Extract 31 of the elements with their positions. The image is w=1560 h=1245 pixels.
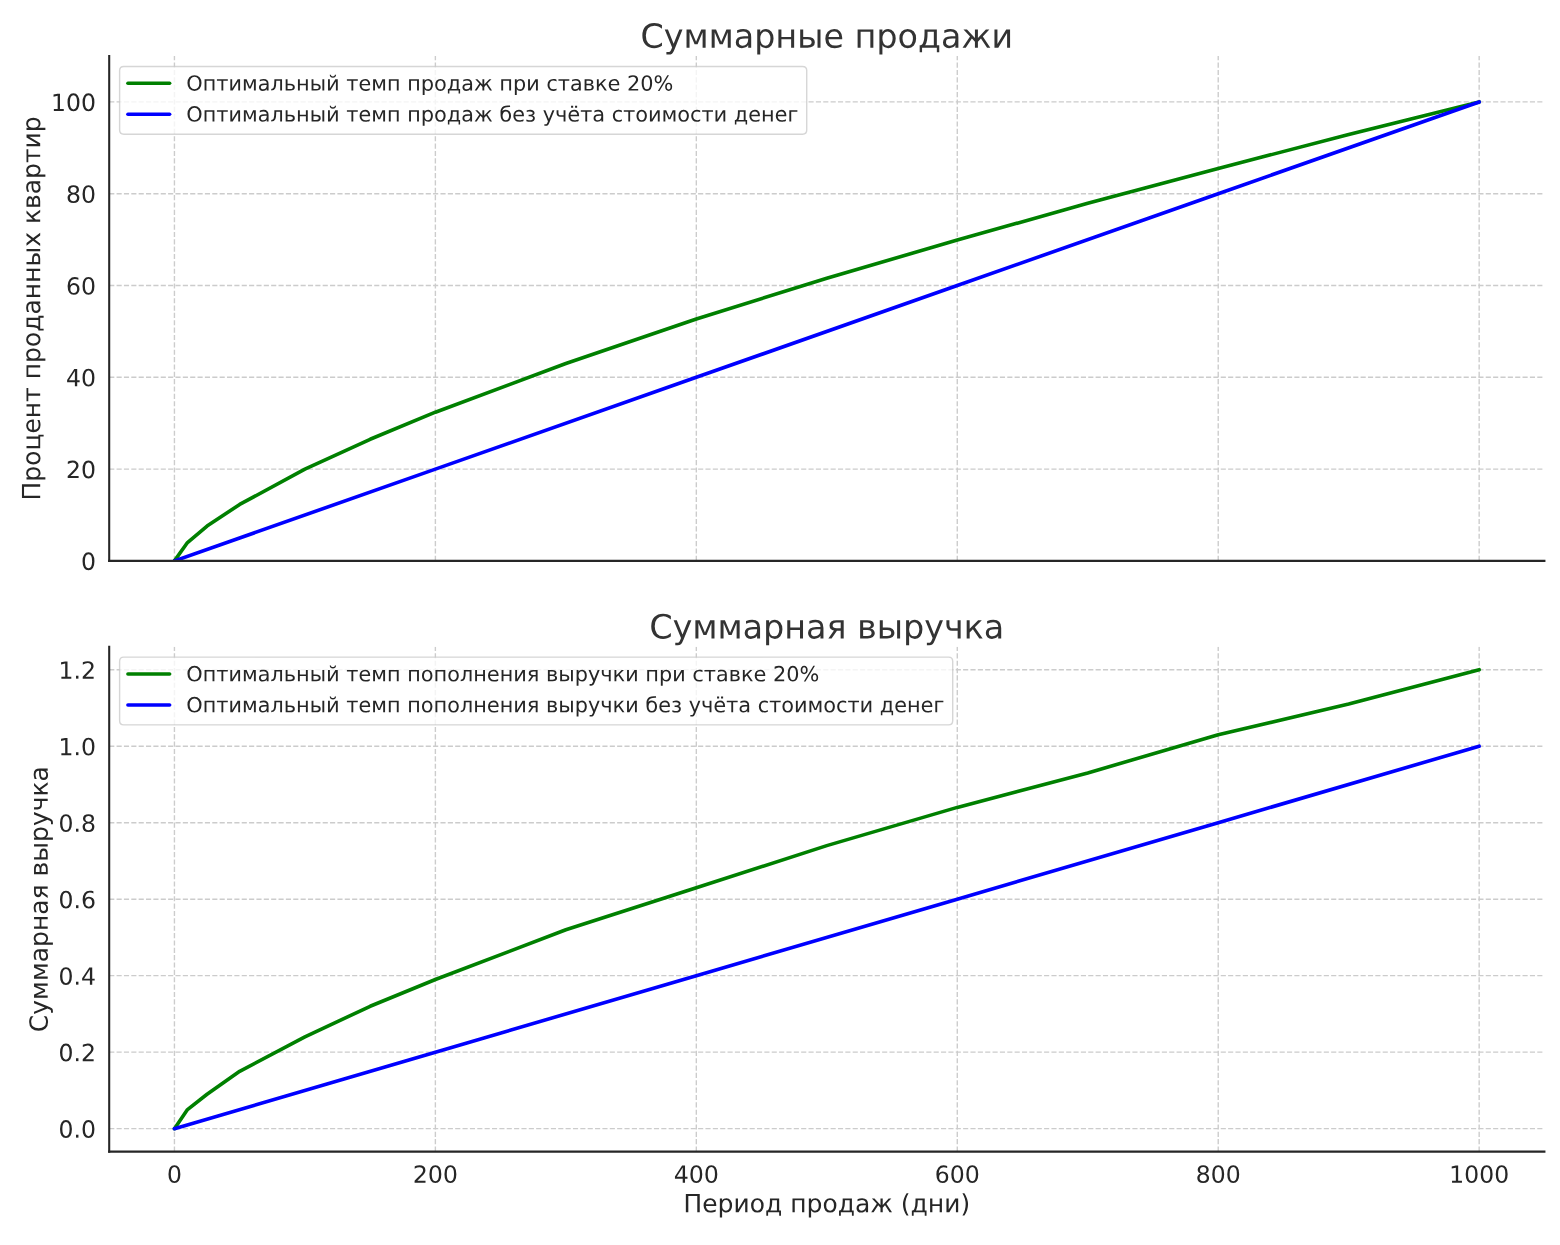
chart-title: Суммарные продажи xyxy=(642,22,1011,55)
x-tick-label: 1000 xyxy=(1451,1165,1508,1184)
y-axis-title: Суммарная выручка xyxy=(29,768,53,1031)
y-tick-label: 0.2 xyxy=(60,1043,94,1062)
y-tick-label: 60 xyxy=(67,276,95,295)
legend-label: Оптимальный темп продаж при ставке 20% xyxy=(187,74,673,95)
chart-title: Суммарная выручка xyxy=(651,613,1002,646)
line-series xyxy=(172,744,1481,1131)
y-tick-label: 1.2 xyxy=(61,661,94,679)
y-tick-label: 0.4 xyxy=(60,967,95,985)
x-tick-label: 400 xyxy=(674,1165,718,1184)
y-tick-label: 80 xyxy=(67,185,95,204)
line-series xyxy=(172,100,1481,561)
y-tick-label: 100 xyxy=(53,93,95,112)
y-axis-title: Процент проданных квартир xyxy=(21,117,46,499)
y-tick-label: 20 xyxy=(67,460,95,479)
legend-label: Оптимальный темп пополнения выручки при ставке 20% xyxy=(187,665,819,686)
y-tick-label: 1.0 xyxy=(61,737,95,756)
y-tick-label: 0.6 xyxy=(60,890,95,909)
x-tick-label: 600 xyxy=(936,1165,979,1184)
y-tick-label: 0.8 xyxy=(60,814,95,832)
y-tick-label: 40 xyxy=(67,368,95,387)
y-tick-label: 0 xyxy=(82,552,95,571)
x-axis-title: Период продаж (дни) xyxy=(685,1193,969,1218)
legend-label: Оптимальный темп продаж без учёта стоимости денег xyxy=(187,105,798,126)
line-series xyxy=(172,667,1481,1131)
x-tick-label: 0 xyxy=(168,1165,181,1184)
legend-label: Оптимальный темп пополнения выручки без учёта стоимости денег xyxy=(187,696,944,717)
x-tick-label: 800 xyxy=(1197,1165,1240,1184)
x-tick-label: 200 xyxy=(414,1165,457,1184)
y-tick-label: 0.0 xyxy=(60,1120,95,1138)
